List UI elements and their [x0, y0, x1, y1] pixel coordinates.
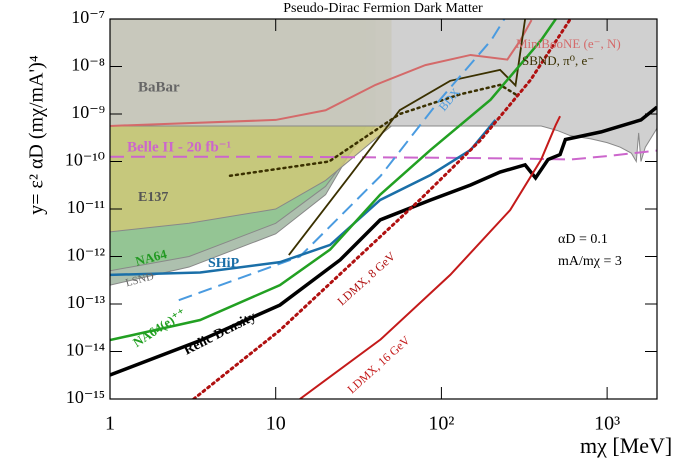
x-axis-label: mχ [MeV]: [580, 433, 672, 458]
curve: [110, 19, 557, 342]
y-tick-label: 10⁻¹²: [67, 245, 105, 265]
x-tick-label: 1: [105, 413, 115, 435]
curve: [288, 19, 527, 256]
region-edge: [110, 125, 392, 233]
y-tick-label: 10⁻¹³: [67, 292, 106, 312]
series-label: Belle II - 20 fb⁻¹: [127, 139, 231, 155]
series-label: Relic Density: [181, 309, 258, 358]
curve: [178, 19, 506, 302]
y-tick-label: 10⁻⁷: [71, 7, 105, 27]
series-label: SHiP: [208, 256, 240, 271]
series-label: BaBar: [138, 79, 180, 95]
series-label: LDMX, 16 GeV: [344, 333, 412, 396]
region-edge: [110, 125, 657, 164]
y-tick-label: 10⁻⁸: [71, 55, 105, 75]
curve: [110, 19, 533, 127]
annotation: αD = 0.1: [558, 232, 608, 247]
y-axis-label: y= ε² αD (mχ/mA')⁴: [26, 55, 48, 215]
curve: [299, 115, 561, 399]
curve: [110, 105, 657, 377]
chart-title: Pseudo-Dirac Fermion Dark Matter: [283, 1, 483, 16]
series-label: E137: [138, 190, 168, 205]
plot-area: [110, 19, 657, 399]
y-tick-label: 10⁻¹⁵: [66, 387, 105, 407]
y-tick-label: 10⁻¹¹: [67, 197, 105, 217]
x-tick-label: 10²: [428, 413, 454, 435]
curve: [110, 149, 657, 161]
curve: [192, 19, 572, 399]
x-tick-label: 10: [266, 413, 286, 435]
y-tick-label: 10⁻¹⁰: [65, 150, 105, 170]
series-label: MiniBooNE (e⁻, N): [516, 36, 621, 51]
series-label: NA64(e)⁺⁺: [130, 305, 188, 350]
y-tick-label: 10⁻¹⁴: [66, 340, 105, 360]
x-tick-label: 10³: [594, 413, 620, 435]
series-label: SBND, π⁰, e⁻: [522, 53, 594, 68]
y-tick-label: 10⁻⁹: [71, 102, 105, 122]
annotation: mA/mχ = 3: [558, 254, 622, 269]
